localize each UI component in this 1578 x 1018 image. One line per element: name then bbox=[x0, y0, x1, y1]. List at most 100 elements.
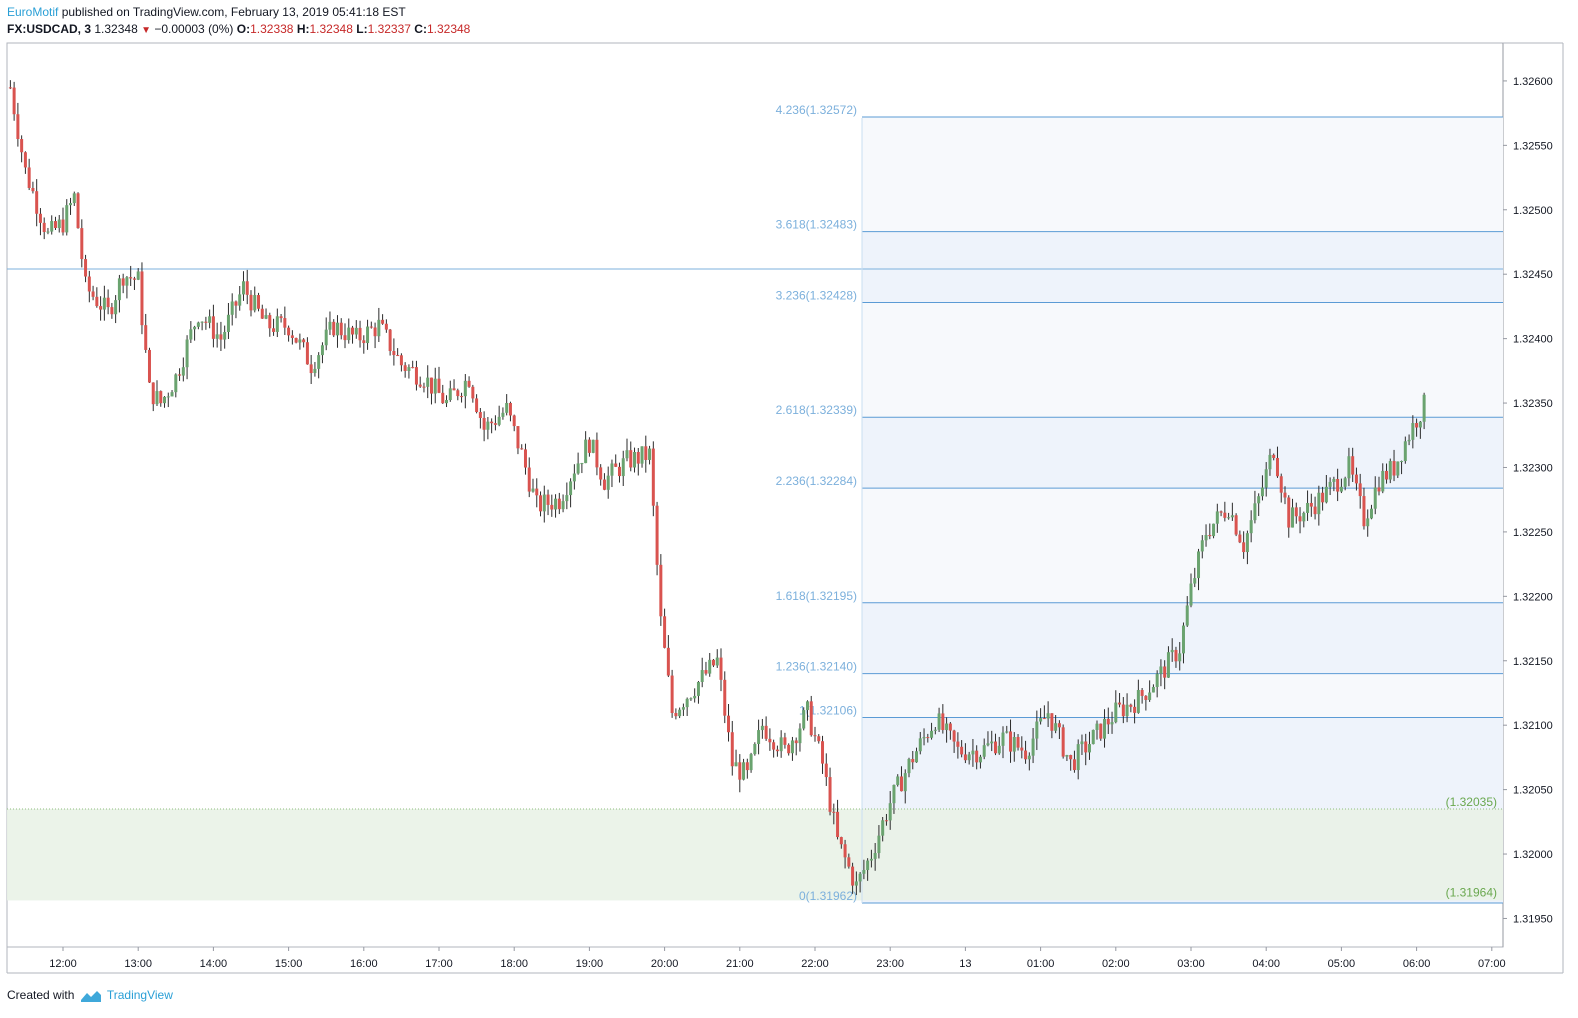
candle-body bbox=[1069, 755, 1073, 760]
candle-body bbox=[1215, 511, 1219, 524]
candle-body bbox=[610, 463, 614, 476]
candle-body bbox=[151, 382, 155, 405]
candle-body bbox=[482, 417, 486, 430]
candle-body bbox=[264, 315, 268, 319]
price-tick-label: 1.32500 bbox=[1513, 205, 1553, 217]
fib-level-label: 3.618(1.32483) bbox=[776, 218, 857, 232]
candle-body bbox=[46, 231, 50, 233]
candle-body bbox=[1016, 737, 1020, 748]
candle-body bbox=[948, 723, 952, 731]
candle-body bbox=[445, 400, 449, 404]
candle-body bbox=[523, 449, 527, 468]
candle-body bbox=[1234, 515, 1238, 535]
low-value: 1.32337 bbox=[367, 22, 411, 36]
candle-body bbox=[76, 193, 80, 229]
candle-body bbox=[1291, 507, 1295, 528]
candle-body bbox=[1031, 738, 1035, 756]
candle-body bbox=[31, 188, 35, 192]
candle-body bbox=[1087, 744, 1091, 753]
candle-body bbox=[1358, 483, 1362, 497]
candle-body bbox=[407, 367, 411, 371]
fib-level-label: 2.618(1.32339) bbox=[776, 403, 857, 417]
candle-body bbox=[1166, 652, 1170, 678]
tradingview-logo-icon bbox=[80, 991, 101, 1002]
price-tick-label: 1.32100 bbox=[1513, 720, 1553, 732]
candle-body bbox=[373, 327, 377, 337]
candle-body bbox=[1306, 502, 1310, 513]
candle-body bbox=[1057, 723, 1061, 728]
time-tick-label: 13 bbox=[959, 958, 971, 970]
candle-body bbox=[1264, 469, 1268, 488]
candle-body bbox=[1343, 478, 1347, 487]
time-tick-label: 19:00 bbox=[576, 958, 604, 970]
price-tick-label: 1.32550 bbox=[1513, 140, 1553, 152]
candle-body bbox=[1366, 518, 1370, 527]
candle-body bbox=[1223, 512, 1227, 518]
candle-body bbox=[1204, 535, 1208, 541]
candle-body bbox=[159, 391, 163, 404]
candle-body bbox=[403, 365, 407, 371]
candle-body bbox=[388, 329, 392, 352]
candle-body bbox=[414, 367, 418, 385]
candle-body bbox=[1185, 605, 1189, 626]
candle-body bbox=[975, 750, 979, 763]
candle-body bbox=[648, 448, 652, 460]
candle-body bbox=[527, 467, 531, 492]
candle-body bbox=[411, 367, 415, 369]
candle-body bbox=[978, 756, 982, 763]
candle-body bbox=[1212, 523, 1216, 537]
candle-body bbox=[1148, 692, 1152, 700]
candle-body bbox=[38, 213, 42, 223]
candle-body bbox=[775, 749, 779, 752]
candle-body bbox=[922, 737, 926, 739]
candle-body bbox=[516, 426, 520, 449]
candle-body bbox=[1362, 496, 1366, 527]
support-zone-top-label: (1.32035) bbox=[1446, 795, 1497, 809]
fib-zone bbox=[862, 417, 1503, 489]
open-value: 1.32338 bbox=[250, 22, 294, 36]
symbol-label: FX:USDCAD, 3 bbox=[7, 22, 92, 36]
candle-body bbox=[749, 754, 753, 771]
candle-body bbox=[84, 259, 88, 277]
candle-body bbox=[693, 695, 697, 699]
candle-body bbox=[1332, 478, 1336, 482]
candle-body bbox=[862, 870, 866, 874]
candle-body bbox=[839, 837, 843, 845]
candle-body bbox=[881, 820, 885, 836]
fib-zone bbox=[862, 488, 1503, 603]
author-link[interactable]: EuroMotif bbox=[7, 5, 59, 19]
price-tick-label: 1.32400 bbox=[1513, 334, 1553, 346]
candle-body bbox=[1050, 713, 1054, 731]
candle-body bbox=[911, 758, 915, 763]
time-tick-label: 17:00 bbox=[425, 958, 453, 970]
candle-body bbox=[591, 439, 595, 453]
candle-body bbox=[163, 396, 167, 404]
candle-body bbox=[1159, 666, 1163, 674]
candle-body bbox=[1298, 516, 1302, 522]
candle-body bbox=[61, 219, 65, 233]
candle-body bbox=[174, 374, 178, 393]
candle-body bbox=[1118, 702, 1122, 705]
candle-body bbox=[561, 501, 565, 510]
fib-zone bbox=[862, 231, 1503, 303]
candle-body bbox=[287, 327, 291, 336]
candle-body bbox=[960, 746, 964, 755]
tradingview-link[interactable]: TradingView bbox=[106, 988, 173, 1002]
candle-body bbox=[1001, 732, 1005, 746]
candle-body bbox=[625, 450, 629, 459]
candle-body bbox=[1268, 454, 1272, 470]
candle-body bbox=[1136, 689, 1140, 713]
time-tick-label: 02:00 bbox=[1102, 958, 1130, 970]
fib-level-label: 2.236(1.32284) bbox=[776, 474, 857, 488]
candle-body bbox=[1027, 755, 1031, 760]
candle-body bbox=[95, 296, 99, 307]
support-zone bbox=[7, 808, 1503, 901]
candle-body bbox=[1181, 625, 1185, 654]
last-price: 1.32348 bbox=[94, 22, 138, 36]
candle-body bbox=[606, 475, 610, 490]
candle-body bbox=[1275, 457, 1279, 477]
candle-body bbox=[655, 505, 659, 565]
fib-zone bbox=[862, 673, 1503, 718]
candle-body bbox=[689, 698, 693, 700]
